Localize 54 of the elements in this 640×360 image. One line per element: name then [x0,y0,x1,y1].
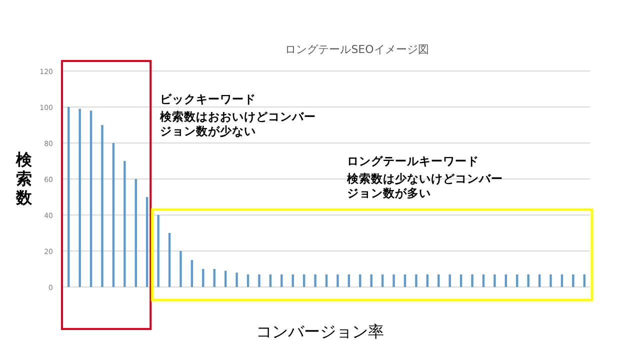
bar [572,274,574,287]
bar [134,179,137,287]
bar [213,269,216,287]
annotation: 検索数はおおいけどコンバージョン数が少ない [159,110,316,138]
bar [258,274,260,287]
bar [583,274,586,287]
bar [538,274,541,287]
bar [471,274,474,287]
bar [504,274,508,287]
bar [224,270,227,287]
bar [280,274,283,287]
bar [494,274,496,287]
bar [101,125,104,287]
bar [78,108,81,287]
bar [336,274,339,287]
bar [190,260,194,287]
bar [359,274,362,287]
bar [348,274,350,287]
bar [426,274,429,287]
bar [157,215,160,287]
bar [438,274,440,287]
y-axis-title: 検索数 [15,150,33,207]
bar [180,251,182,287]
bar [415,274,418,287]
bar [550,274,552,287]
bar [404,274,406,287]
annotation: ロングテールキーワード [347,154,479,168]
bar [146,197,148,287]
bar [381,274,384,287]
bar [482,274,485,287]
bar [202,269,204,287]
bar [516,274,518,287]
bar [246,274,250,287]
annotation: ビックキーワード [160,92,256,106]
bar [269,274,272,287]
bar [448,274,451,287]
x-axis-title: コンバージョン率 [256,322,384,341]
bar [112,143,115,287]
bar [90,110,92,287]
annotation: 検索数は少ないけどコンバージョン数が多い [346,172,503,200]
chart-title: ロングテールSEOイメージ図 [285,43,429,56]
bar [527,274,530,287]
bar [460,274,462,287]
bar [168,233,171,287]
bar [236,272,238,287]
bar [392,274,395,287]
bar [560,274,564,287]
bar [68,107,70,287]
bar [302,274,306,287]
bar [325,274,328,287]
bar [314,274,316,287]
bar [124,161,126,287]
bar [370,274,372,287]
bar [292,274,294,287]
